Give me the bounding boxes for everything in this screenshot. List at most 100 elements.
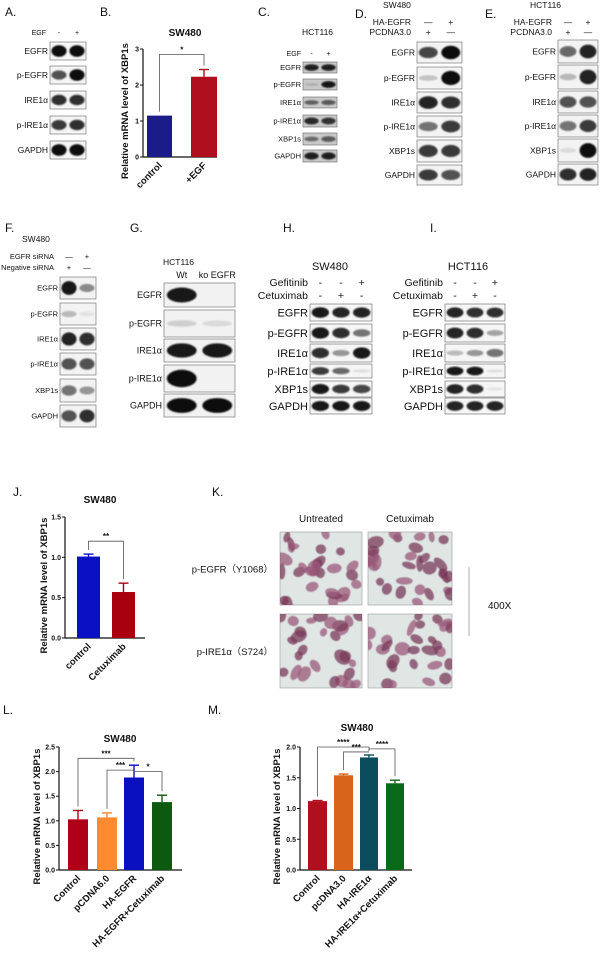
bar bbox=[191, 76, 217, 157]
protein-band bbox=[69, 45, 85, 57]
protein-band bbox=[352, 384, 371, 394]
stained-cell bbox=[368, 626, 376, 640]
protein-band bbox=[321, 81, 336, 88]
protein-band bbox=[441, 169, 461, 181]
protein-band bbox=[352, 369, 371, 373]
panel-label: M. bbox=[208, 703, 221, 717]
stained-cell bbox=[280, 552, 293, 566]
bar bbox=[147, 115, 172, 157]
condition-mark: + bbox=[326, 51, 330, 58]
protein-band bbox=[321, 64, 336, 71]
significance-label: *** bbox=[352, 743, 362, 752]
protein-label: p-IRE1α bbox=[17, 120, 48, 130]
condition-mark: - bbox=[310, 51, 313, 58]
x-tick-label: Cetuximab bbox=[86, 641, 128, 683]
blot-panel-F: SW480 EGFR siRNA — + Negative siRNA + — EGFR p-E… bbox=[1, 234, 97, 428]
protein-label: IRE1α bbox=[277, 348, 308, 360]
bar bbox=[124, 777, 144, 870]
protein-band bbox=[311, 307, 330, 318]
y-tick-label: 1 bbox=[135, 119, 139, 126]
significance-bracket bbox=[134, 771, 163, 792]
protein-band bbox=[51, 94, 67, 106]
stained-cell bbox=[422, 561, 437, 575]
magnification-label: 400X bbox=[488, 601, 512, 612]
protein-band bbox=[61, 410, 77, 422]
condition-label: Gefitinib bbox=[269, 277, 308, 289]
protein-label: IRE1α bbox=[24, 95, 48, 105]
bar-chart-L: SW480 Relative mRNA level of XBP1s 0.0 0.5 1… bbox=[32, 734, 182, 950]
condition-label: HA-EGFR bbox=[514, 17, 552, 27]
condition-mark: - bbox=[473, 277, 477, 289]
bar bbox=[112, 592, 135, 638]
protein-band bbox=[441, 45, 461, 60]
panel-label: A. bbox=[5, 5, 16, 19]
protein-band bbox=[166, 287, 197, 303]
bar bbox=[77, 556, 100, 638]
significance-label: *** bbox=[101, 749, 111, 758]
protein-band bbox=[79, 311, 95, 317]
stained-cell bbox=[326, 563, 342, 574]
protein-band bbox=[304, 100, 319, 105]
condition-mark: - bbox=[453, 290, 457, 302]
protein-label: IRE1α bbox=[391, 98, 415, 108]
condition-mark: - bbox=[319, 277, 323, 289]
significance-label: ** bbox=[103, 532, 110, 541]
y-tick-label: 1.0 bbox=[51, 555, 61, 562]
stained-cell bbox=[290, 664, 302, 681]
y-tick-label: 1.0 bbox=[286, 806, 296, 813]
blot-panel-G: HCT116 Wt ko EGFR EGFR p-EGFR IRE1α p-IRE1α GAP… bbox=[129, 257, 236, 418]
protein-band bbox=[69, 144, 85, 156]
condition-mark: — bbox=[65, 252, 73, 261]
x-tick-label: control bbox=[134, 160, 165, 191]
ihc-cells bbox=[280, 532, 362, 605]
protein-band bbox=[559, 121, 577, 131]
ihc-cells bbox=[368, 532, 452, 605]
stained-cell bbox=[427, 660, 443, 670]
stained-cell bbox=[336, 547, 345, 556]
stained-cell bbox=[414, 614, 423, 621]
y-tick-label: 2 bbox=[135, 83, 139, 90]
protein-label: p-IRE1α bbox=[384, 122, 415, 132]
y-tick-label: 0.0 bbox=[286, 868, 296, 875]
protein-band bbox=[79, 409, 95, 423]
protein-band bbox=[69, 94, 85, 106]
stained-cell bbox=[313, 614, 329, 622]
condition-mark: + bbox=[67, 263, 72, 272]
stained-cell bbox=[283, 532, 291, 543]
protein-band bbox=[304, 136, 319, 142]
protein-label: p-EGFR bbox=[525, 72, 556, 82]
protein-band bbox=[79, 283, 95, 293]
significance-label: **** bbox=[337, 738, 350, 747]
y-tick-label: 2.5 bbox=[45, 745, 55, 752]
protein-band bbox=[418, 75, 438, 81]
stained-cell bbox=[409, 659, 418, 670]
stained-cell bbox=[388, 532, 402, 540]
protein-band bbox=[441, 144, 461, 158]
protein-label: EGFR bbox=[412, 307, 443, 319]
protein-band bbox=[559, 46, 577, 57]
protein-label: p-IRE1α bbox=[525, 121, 556, 131]
protein-band bbox=[61, 332, 77, 346]
stained-cell bbox=[305, 581, 319, 592]
stained-cell bbox=[368, 536, 384, 549]
ihc-cells bbox=[368, 614, 452, 688]
stained-cell bbox=[413, 532, 426, 541]
protein-band bbox=[441, 70, 461, 86]
protein-band bbox=[352, 401, 371, 411]
condition-mark: + bbox=[448, 17, 453, 27]
chart-title: SW480 bbox=[84, 495, 117, 506]
protein-band bbox=[559, 168, 577, 181]
stained-cell bbox=[388, 679, 397, 688]
stained-cell bbox=[381, 639, 393, 652]
protein-band bbox=[304, 117, 319, 125]
protein-label: p-IRE1α bbox=[273, 117, 301, 126]
protein-band bbox=[466, 307, 484, 318]
ihc-cells bbox=[280, 614, 362, 688]
protein-band bbox=[418, 169, 438, 181]
protein-label: EGFR bbox=[391, 48, 415, 58]
condition-mark: — bbox=[447, 27, 456, 37]
protein-label: p-IRE1α bbox=[402, 366, 443, 378]
condition-mark: — bbox=[83, 263, 91, 272]
protein-band bbox=[446, 366, 464, 376]
